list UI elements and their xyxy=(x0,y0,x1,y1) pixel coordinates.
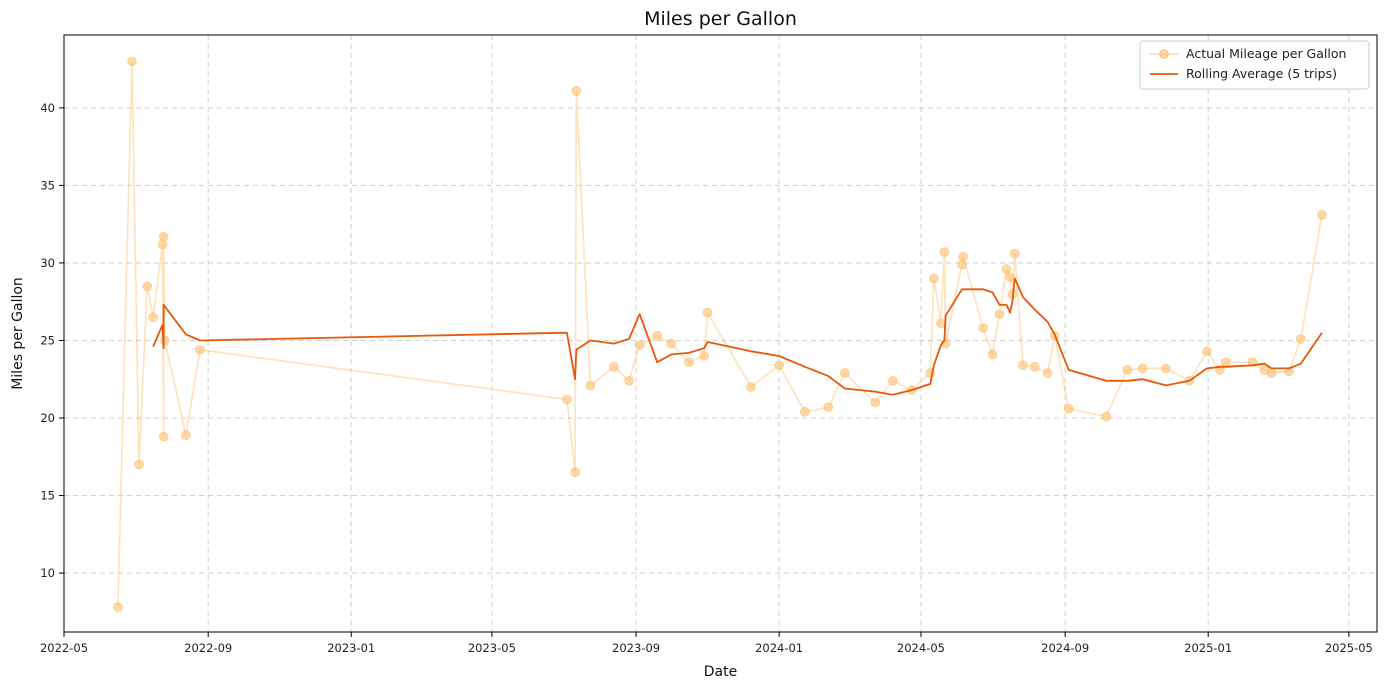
y-tick-label: 30 xyxy=(40,256,55,270)
legend: Actual Mileage per Gallon Rolling Averag… xyxy=(1139,40,1370,90)
actual-mileage-point xyxy=(181,430,191,440)
x-tick-label: 2024-05 xyxy=(897,641,945,655)
y-tick-label: 25 xyxy=(40,333,55,347)
actual-mileage-point xyxy=(134,459,144,470)
actual-mileage-point xyxy=(978,323,988,333)
y-tick-label: 15 xyxy=(40,489,55,503)
actual-mileage-point xyxy=(888,375,898,386)
x-axis-label: Date xyxy=(704,664,737,680)
actual-mileage-point xyxy=(994,309,1005,319)
ticks: 2022-05 2022-09 2023-01 2023-05 2023-09 2024-… xyxy=(40,101,1373,655)
actual-mileage-point xyxy=(142,281,153,292)
actual-mileage-point xyxy=(870,397,881,408)
y-tick-label: 40 xyxy=(40,101,55,115)
actual-mileage-point xyxy=(1266,368,1277,378)
actual-mileage-point xyxy=(634,340,645,350)
actual-mileage-point xyxy=(562,394,572,405)
actual-mileage-point xyxy=(1220,357,1231,367)
actual-mileage-point xyxy=(684,357,694,367)
actual-mileage-point xyxy=(1063,403,1074,414)
actual-mileage-point xyxy=(929,273,939,284)
actual-mileage-point xyxy=(839,368,850,378)
actual-mileage-point xyxy=(585,380,596,391)
x-tick-label: 2022-09 xyxy=(184,641,232,655)
actual-mileage-point xyxy=(1202,346,1212,357)
actual-mileage-line xyxy=(117,60,1323,608)
actual-mileage-point xyxy=(160,335,170,346)
rolling-average-line xyxy=(152,277,1323,396)
x-tick-label: 2025-05 xyxy=(1325,641,1373,655)
actual-mileage-point xyxy=(1122,365,1133,375)
actual-mileage-point xyxy=(1009,248,1020,259)
series-layer xyxy=(113,56,1327,612)
actual-mileage-point xyxy=(823,402,834,412)
actual-mileage-point xyxy=(113,602,123,612)
actual-mileage-point xyxy=(1042,368,1053,378)
actual-mileage-point xyxy=(158,231,169,242)
y-axis-label: Miles per Gallon xyxy=(10,277,26,390)
actual-mileage-point xyxy=(195,344,205,355)
actual-mileage-point xyxy=(158,431,169,442)
actual-mileage-point xyxy=(571,86,582,96)
legend-label-rolling: Rolling Average (5 trips) xyxy=(1186,66,1337,81)
actual-mileage-point xyxy=(958,251,968,262)
chart-title: Miles per Gallon xyxy=(644,8,797,30)
actual-mileage-point xyxy=(1005,272,1015,282)
x-tick-label: 2023-09 xyxy=(612,641,660,655)
actual-mileage-point xyxy=(570,467,580,478)
actual-mileage-point xyxy=(939,247,950,257)
actual-mileage-point xyxy=(746,382,756,392)
actual-mileage-point xyxy=(699,351,709,361)
actual-mileage-point xyxy=(127,56,137,67)
actual-mileage-point xyxy=(624,375,634,386)
legend-label-actual: Actual Mileage per Gallon xyxy=(1186,46,1346,61)
y-tick-label: 35 xyxy=(40,178,55,192)
legend-marker-actual xyxy=(1159,49,1169,59)
actual-mileage-point xyxy=(800,407,810,417)
actual-mileage-point xyxy=(774,360,784,371)
x-tick-label: 2022-05 xyxy=(40,641,88,655)
actual-mileage-point xyxy=(1029,362,1040,372)
actual-mileage-point xyxy=(1137,363,1148,374)
x-tick-label: 2024-01 xyxy=(755,641,803,655)
actual-mileage-point xyxy=(936,318,946,329)
actual-mileage-point xyxy=(1101,411,1111,422)
x-tick-label: 2025-01 xyxy=(1184,641,1232,655)
actual-mileage-point xyxy=(702,307,713,318)
grid xyxy=(63,35,1377,632)
x-tick-label: 2023-01 xyxy=(327,641,375,655)
x-tick-label: 2024-09 xyxy=(1041,641,1089,655)
actual-mileage-point xyxy=(666,338,677,349)
actual-mileage-point xyxy=(148,312,158,323)
actual-mileage-point xyxy=(957,259,967,270)
y-tick-label: 20 xyxy=(40,411,55,425)
actual-mileage-point xyxy=(1018,360,1028,371)
actual-mileage-point xyxy=(987,349,998,360)
actual-mileage-point xyxy=(1295,334,1306,344)
actual-mileage-point xyxy=(652,331,662,341)
actual-mileage-point xyxy=(1284,366,1294,377)
x-tick-label: 2023-05 xyxy=(468,641,516,655)
actual-mileage-point xyxy=(157,239,168,250)
plot-frame xyxy=(63,34,1378,633)
actual-mileage-point xyxy=(609,362,619,372)
actual-mileage-point xyxy=(1001,264,1012,274)
actual-mileage-point xyxy=(1161,363,1171,374)
actual-mileage-point xyxy=(1317,210,1327,220)
y-tick-label: 10 xyxy=(40,566,55,580)
legend-box xyxy=(1139,40,1370,90)
